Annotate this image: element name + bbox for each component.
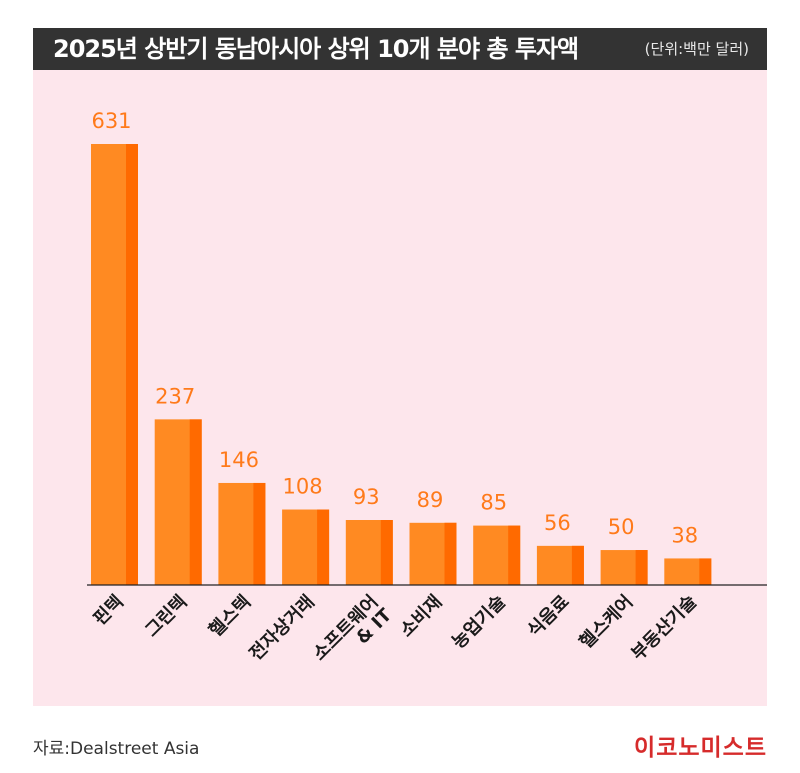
category-label-1-line-1: 핀텍 xyxy=(89,591,127,629)
category-label-6-line-1: 소비재 xyxy=(396,591,446,641)
value-label-10: 38 xyxy=(671,523,698,547)
category-label-7-line-1: 농업기술 xyxy=(448,591,510,653)
brand-logo: 이코노미스트 xyxy=(634,735,767,761)
chart-title: 2025년 상반기 동남아시아 상위 10개 분야 총 투자액 xyxy=(53,35,579,63)
value-label-5: 93 xyxy=(353,485,380,509)
category-label-1: 핀텍 xyxy=(89,591,127,629)
bar-shade-1 xyxy=(126,144,138,585)
value-label-8: 56 xyxy=(544,511,571,535)
bar-chart: 631 핀텍 237 그린텍 146 헬스텍 108 전자상거래 93 소프트웨어& IT 89 소비… xyxy=(87,109,767,665)
value-label-6: 89 xyxy=(417,488,444,512)
bar-shade-8 xyxy=(571,545,584,585)
bar-shade-5 xyxy=(380,520,393,585)
value-label-3: 146 xyxy=(219,448,259,472)
value-label-1: 631 xyxy=(91,109,131,133)
category-label-9-line-1: 헬스케어 xyxy=(576,591,638,653)
bar-shade-9 xyxy=(635,550,648,585)
bar-shade-10 xyxy=(699,558,712,585)
category-label-3: 헬스텍 xyxy=(205,591,255,641)
category-label-2: 그린텍 xyxy=(141,591,191,641)
category-label-10: 부동산기술 xyxy=(628,591,701,664)
source-note: 자료:Dealstreet Asia xyxy=(33,739,200,759)
title-bar: 2025년 상반기 동남아시아 상위 10개 분야 총 투자액 (단위:백만 달… xyxy=(33,28,767,70)
category-label-8-line-1: 식음료 xyxy=(524,591,574,641)
bar-shade-3 xyxy=(253,482,266,585)
category-label-7: 농업기술 xyxy=(448,591,510,653)
category-label-9: 헬스케어 xyxy=(576,591,638,653)
category-label-3-line-1: 헬스텍 xyxy=(205,591,255,641)
bar-shade-6 xyxy=(444,522,457,585)
bar-shade-7 xyxy=(508,525,521,585)
value-label-4: 108 xyxy=(283,475,323,499)
value-label-9: 50 xyxy=(608,515,635,539)
category-label-2-line-1: 그린텍 xyxy=(141,591,191,641)
plot-area: 631 핀텍 237 그린텍 146 헬스텍 108 전자상거래 93 소프트웨어 & IT 89 소비… xyxy=(33,70,767,706)
category-label-8: 식음료 xyxy=(524,591,574,641)
bar-shade-4 xyxy=(317,509,330,585)
category-label-6: 소비재 xyxy=(396,591,446,641)
category-label-10-line-1: 부동산기술 xyxy=(628,591,701,664)
value-label-7: 85 xyxy=(480,491,507,515)
category-label-4: 전자상거래 xyxy=(245,591,318,664)
category-label-4-line-1: 전자상거래 xyxy=(245,591,318,664)
value-label-2: 237 xyxy=(155,384,195,408)
bar-shade-2 xyxy=(189,419,202,585)
category-label-5: 소프트웨어& IT xyxy=(309,591,396,664)
unit-label: (단위:백만 달러) xyxy=(644,40,749,58)
